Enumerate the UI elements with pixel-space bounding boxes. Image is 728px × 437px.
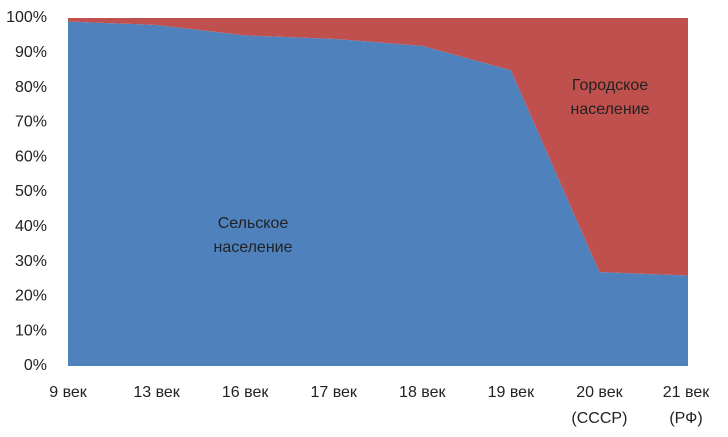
y-tick-label: 70% [15, 114, 47, 131]
x-tick-label: 19 век [488, 384, 535, 401]
x-tick-label: 9 век [49, 384, 88, 401]
y-tick-label: 30% [15, 253, 47, 270]
x-tick-label: 20 век (СССР) [571, 384, 627, 427]
y-tick-label: 100% [6, 9, 47, 26]
y-tick-label: 80% [15, 79, 47, 96]
y-tick-label: 90% [15, 44, 47, 61]
y-tick-label: 50% [15, 183, 47, 200]
area [68, 21, 688, 366]
x-tick-label: 13 век [133, 384, 180, 401]
y-tick-label: 20% [15, 288, 47, 305]
x-tick-label: 21 век (РФ) [663, 384, 710, 427]
y-tick-label: 10% [15, 322, 47, 339]
y-tick-label: 0% [24, 357, 47, 374]
area [68, 18, 688, 276]
y-tick-label: 60% [15, 148, 47, 165]
x-tick-label: 17 век [310, 384, 357, 401]
series-label: Сельское население [213, 215, 292, 256]
y-tick-label: 40% [15, 218, 47, 235]
x-tick-label: 18 век [399, 384, 446, 401]
x-tick-label: 16 век [222, 384, 269, 401]
series-label: Городское население [570, 77, 649, 118]
